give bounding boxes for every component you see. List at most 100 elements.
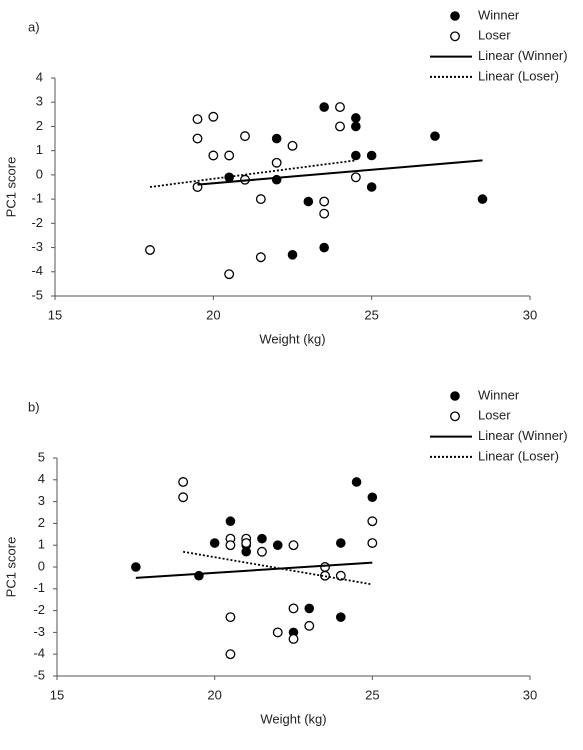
- trend-line: [182, 550, 373, 586]
- point: [304, 620, 315, 631]
- point: [178, 492, 189, 503]
- point: [225, 540, 236, 551]
- legend-label: Loser: [478, 408, 511, 423]
- point: [366, 182, 377, 192]
- y-tick-label: 3: [36, 94, 43, 109]
- legend-marker: [450, 11, 460, 21]
- point: [192, 114, 203, 125]
- point: [335, 102, 345, 113]
- point: [272, 627, 283, 638]
- point: [255, 194, 266, 205]
- point: [271, 133, 282, 144]
- point: [320, 570, 330, 581]
- y-axis-label: PC1 score: [3, 537, 18, 598]
- y-tick-label: -1: [31, 191, 43, 206]
- point: [319, 208, 330, 219]
- point: [320, 562, 330, 572]
- y-tick-label: 2: [38, 515, 45, 530]
- y-tick-label: 1: [38, 537, 45, 552]
- x-tick-label: 30: [523, 307, 537, 322]
- y-tick-label: -5: [33, 667, 45, 682]
- point: [288, 633, 299, 644]
- y-tick-label: -2: [33, 602, 45, 617]
- trend-line: [149, 159, 356, 188]
- point: [367, 538, 378, 548]
- x-tick-label: 25: [364, 307, 378, 322]
- point: [288, 540, 299, 551]
- y-tick-label: 3: [38, 493, 45, 508]
- point: [224, 269, 235, 280]
- point: [271, 157, 282, 168]
- point: [225, 612, 236, 623]
- x-tick-label: 20: [207, 687, 221, 702]
- y-tick-label: 4: [38, 471, 45, 486]
- x-tick-label: 15: [48, 307, 62, 322]
- point: [288, 603, 299, 614]
- point: [225, 649, 236, 660]
- y-tick-label: 0: [36, 166, 43, 181]
- point: [303, 196, 314, 207]
- panel-label: b): [28, 399, 40, 414]
- point: [240, 131, 250, 142]
- point: [208, 150, 219, 161]
- point: [367, 492, 378, 503]
- y-tick-label: -2: [31, 215, 43, 230]
- x-axis-label: Weight (kg): [259, 331, 325, 346]
- y-tick-label: -4: [33, 646, 45, 661]
- y-tick-label: -3: [31, 239, 43, 254]
- legend-label: Winner: [478, 387, 520, 402]
- point: [257, 546, 267, 557]
- y-axis-label: PC1 score: [3, 157, 18, 218]
- panel-label: a): [28, 19, 40, 34]
- trend-line: [135, 561, 373, 579]
- legend-label: Linear (Loser): [478, 68, 559, 83]
- point: [209, 538, 220, 548]
- point: [367, 516, 378, 527]
- point: [208, 111, 219, 122]
- point: [319, 242, 329, 253]
- x-tick-label: 20: [206, 307, 220, 322]
- x-tick-label: 15: [50, 687, 64, 702]
- legend-label: Linear (Winner): [478, 48, 568, 63]
- y-tick-label: 0: [38, 558, 45, 573]
- point: [131, 562, 141, 572]
- x-tick-label: 30: [523, 687, 537, 702]
- legend-marker: [450, 31, 460, 42]
- point: [366, 150, 377, 161]
- y-tick-label: -1: [33, 580, 45, 595]
- point: [287, 140, 298, 151]
- point: [192, 133, 203, 144]
- point: [178, 477, 189, 487]
- point: [351, 477, 362, 487]
- legend-label: Linear (Winner): [478, 428, 568, 443]
- point: [336, 538, 346, 548]
- point: [336, 612, 346, 622]
- point: [351, 113, 361, 123]
- point: [224, 150, 235, 161]
- point: [272, 540, 283, 551]
- legend-marker: [450, 411, 460, 422]
- point: [241, 546, 251, 557]
- legend-label: Winner: [478, 7, 520, 22]
- y-tick-label: -4: [31, 263, 43, 278]
- point: [335, 121, 345, 132]
- point: [350, 172, 361, 183]
- point: [304, 603, 315, 614]
- point: [225, 516, 236, 527]
- point: [241, 538, 252, 548]
- legend-label: Linear (Loser): [478, 448, 559, 463]
- y-tick-label: 4: [36, 69, 43, 84]
- point: [351, 121, 361, 132]
- point: [430, 131, 440, 141]
- y-tick-label: 1: [36, 142, 43, 157]
- point: [257, 533, 267, 544]
- point: [319, 196, 330, 207]
- x-tick-label: 25: [365, 687, 379, 702]
- point: [287, 250, 298, 260]
- trend-line: [197, 159, 483, 186]
- y-tick-label: 2: [36, 118, 43, 133]
- point: [477, 194, 488, 204]
- legend-label: Loser: [478, 28, 511, 43]
- point: [145, 245, 155, 255]
